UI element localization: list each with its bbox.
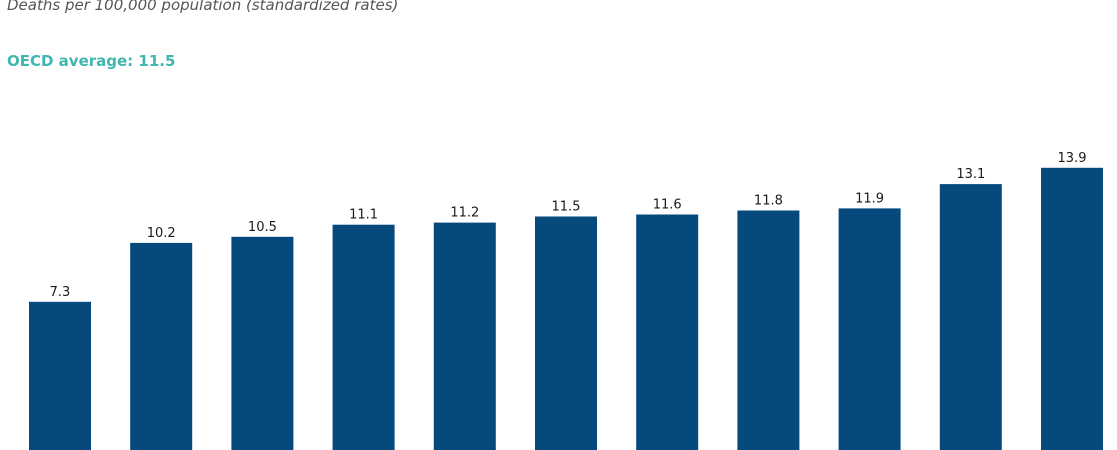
bar-value-label: 11.8 xyxy=(754,194,783,209)
bar xyxy=(535,216,597,450)
bar xyxy=(433,222,496,450)
bar-value-label: 13.9 xyxy=(1058,151,1087,166)
value-label-group: 7.3 10.2 10.5 11.1 11.2 11.5 11.6 11.8 11.9 13.1 1… xyxy=(50,151,1087,300)
bar xyxy=(737,210,800,450)
bar xyxy=(332,224,395,450)
bar-value-label: 11.1 xyxy=(349,208,378,223)
bar xyxy=(939,184,1002,450)
bar-value-label: 11.2 xyxy=(450,206,479,221)
bar-value-label: 11.9 xyxy=(855,191,884,206)
bar-value-label: 11.6 xyxy=(653,198,682,213)
bar xyxy=(838,208,901,450)
bar xyxy=(231,236,294,450)
bar-value-label: 11.5 xyxy=(552,200,581,215)
bar-group xyxy=(29,167,1103,450)
oecd-average-label: OECD average: 11.5 xyxy=(7,52,176,70)
bar-value-label: 7.3 xyxy=(50,285,71,300)
bar-value-label: 10.5 xyxy=(248,220,277,235)
bar xyxy=(130,242,193,450)
bar-value-label: 10.2 xyxy=(147,226,176,241)
bar xyxy=(1041,167,1103,450)
chart-subtitle: Deaths per 100,000 population (standardi… xyxy=(7,0,399,14)
bar-value-label: 13.1 xyxy=(956,167,985,182)
bar xyxy=(29,301,91,450)
bar xyxy=(636,214,699,450)
